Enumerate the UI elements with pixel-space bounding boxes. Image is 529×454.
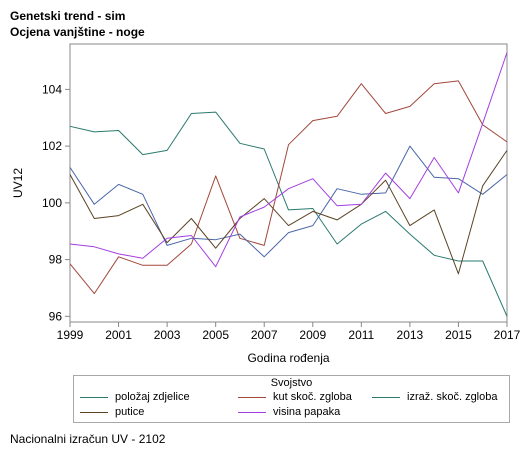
legend-item-visina-papaka: visina papaka [238, 406, 340, 418]
legend-item-izraz-skoc-zgloba: izraž. skoč. zgloba [372, 391, 497, 403]
legend-item-kut-skoc-zgloba: kut skoč. zgloba [238, 391, 352, 403]
x-tick-label: 2003 [154, 328, 181, 342]
x-tick-label: 2011 [348, 328, 374, 342]
series-line-putice [69, 150, 508, 275]
legend-title: Svojstvo [270, 377, 313, 389]
series-line-kut-skoč-zgloba [69, 80, 508, 295]
legend-swatch [238, 396, 266, 398]
legend-label: visina papaka [273, 406, 341, 418]
y-axis: 96 98 100 102 104 [42, 82, 70, 323]
x-tick-label: 2007 [251, 328, 278, 342]
footnote: Nacionalni izračun UV - 2102 [10, 432, 166, 446]
series-line-visina-papaka [69, 52, 508, 268]
y-axis-label: UV12 [11, 168, 25, 198]
legend-swatch [372, 396, 400, 398]
legend-swatch [80, 396, 108, 398]
x-tick-label: 2005 [202, 328, 229, 342]
x-tick-label: 2015 [445, 328, 472, 342]
x-axis: 1999 2001 2003 2005 2007 2009 2011 2013 2015 2017 [57, 322, 521, 342]
chart-subtitle: Ocjena vanjštine - noge [10, 25, 145, 39]
plot-frame [69, 43, 508, 323]
legend-item-polozaj-zdjelice: položaj zdjelice [80, 391, 190, 403]
legend-swatch [238, 411, 266, 413]
legend-label: putice [115, 406, 145, 418]
x-tick-label: 2009 [299, 328, 326, 342]
legend-label: kut skoč. zgloba [273, 391, 352, 403]
series-lines [69, 52, 508, 317]
x-tick-label: 2001 [105, 328, 132, 342]
legend-swatch [80, 411, 108, 413]
series-line-izraž-skoč-zgloba [69, 145, 508, 258]
line-chart: 96 98 100 102 104 1999 2001 2003 2005 2007 2009 20… [11, 43, 521, 365]
series-line-položaj-zdjelice [69, 111, 508, 317]
y-tick-label: 102 [42, 139, 62, 153]
y-tick-label: 104 [42, 82, 62, 96]
y-tick-label: 96 [49, 309, 63, 323]
x-axis-label: Godina rođenja [247, 351, 329, 365]
y-tick-label: 100 [42, 196, 62, 210]
x-tick-label: 2017 [494, 328, 521, 342]
y-tick-label: 98 [49, 253, 63, 267]
x-tick-label: 2013 [397, 328, 424, 342]
legend-label: izraž. skoč. zgloba [407, 391, 498, 403]
chart-title: Genetski trend - sim [10, 9, 126, 23]
legend-label: položaj zdjelice [115, 391, 190, 403]
legend-item-putice: putice [80, 406, 144, 418]
x-tick-label: 1999 [57, 328, 84, 342]
legend: Svojstvo položaj zdjelice kut skoč. zglo… [73, 375, 510, 423]
